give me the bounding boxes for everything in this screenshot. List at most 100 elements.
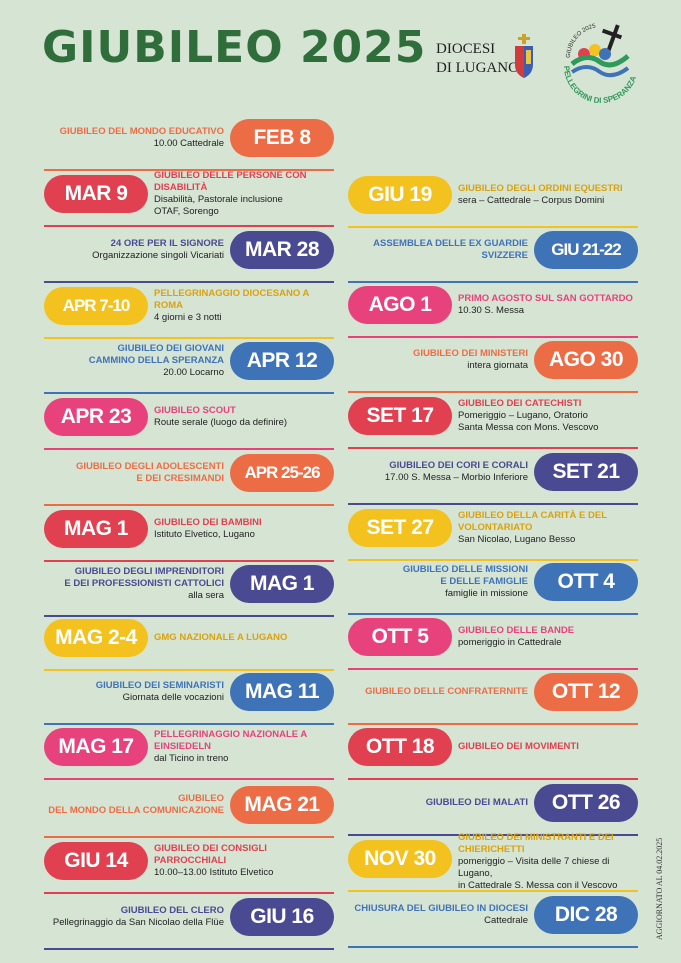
event-text: PELLEGRINAGGIO DIOCESANO A ROMA 4 giorni …	[154, 288, 334, 324]
event-text: GIUBILEO DEL CLERO Pellegrinaggio da San …	[44, 905, 224, 929]
event-title: GMG NAZIONALE A LUGANO	[154, 632, 288, 643]
event-date-pill: MAG 2-4	[44, 619, 148, 657]
event-title: GIUBILEO DEI MINISTERI	[412, 348, 528, 359]
event-title: PELLEGRINAGGIO DIOCESANO A ROMA	[154, 288, 310, 311]
event-divider	[44, 504, 334, 506]
event-date-pill: OTT 18	[348, 728, 452, 766]
event-title: GIUBILEO DEGLI IMPRENDITORI E DEI PROFES…	[64, 566, 224, 589]
event-item: SET 27 GIUBILEO DELLA CARITÀ E DEL VOLONT…	[348, 509, 638, 565]
event-date-pill: OTT 5	[348, 618, 452, 656]
event-item: APR 12 GIUBILEO DEI GIOVANI Cammino della…	[44, 342, 334, 398]
event-text: GIUBILEO DELLE PERSONE CON DISABILITÀ Dis…	[154, 170, 334, 218]
event-text: GIUBILEO SCOUT Route serale (luogo da def…	[154, 405, 334, 429]
event-divider	[348, 834, 638, 836]
diocese-crest-icon	[515, 34, 533, 78]
event-title: GIUBILEO DEI BAMBINI	[154, 517, 262, 528]
event-title: GIUBILEO DEL MONDO EDUCATIVO	[59, 126, 224, 137]
event-divider	[44, 337, 334, 339]
event-divider	[44, 778, 334, 780]
event-title: GIUBILEO DELLE MISSIONI E DELLE FAMIGLIE	[402, 564, 528, 587]
event-item: MAG 17 PELLEGRINAGGIO NAZIONALE A EINSIED…	[44, 728, 334, 784]
event-text: GIUBILEO DEI BAMBINI Istituto Elvetico, L…	[154, 517, 334, 541]
event-date-pill: MAR 9	[44, 175, 148, 213]
jubilee-logo: GIUBILEO 2025 PELLEGRINI DI SPERANZA	[562, 23, 638, 104]
event-divider	[348, 503, 638, 505]
diocesi-line-1: DIOCESI	[436, 41, 496, 57]
update-note: AGGIORNATO AL 04.02.2025	[655, 838, 664, 940]
event-item: MAG 21 GIUBILEO DEL MONDO DELLA COMUNICAZ…	[44, 786, 334, 842]
event-details: 10.30 S. Messa	[458, 305, 525, 316]
diocesi-line-2: DI LUGANO	[436, 60, 519, 76]
event-item: GIU 21-22 ASSEMBLEA DELLE EX GUARDIE SVIZ…	[348, 231, 638, 287]
event-divider	[348, 723, 638, 725]
event-text: ASSEMBLEA DELLE EX GUARDIE SVIZZERE	[348, 238, 528, 262]
event-date-pill: DIC 28	[534, 896, 638, 934]
event-item: MAG 11 GIUBILEO DEI SEMINARISTI Giornata d…	[44, 673, 334, 729]
event-date-pill: OTT 26	[534, 784, 638, 822]
event-divider	[348, 946, 638, 948]
diocesi-logo: DIOCESI DI LUGANO	[436, 40, 519, 78]
event-divider	[348, 336, 638, 338]
event-date-pill: APR 23	[44, 398, 148, 436]
event-date-pill: FEB 8	[230, 119, 334, 157]
event-text: PRIMO AGOSTO SUL SAN GOTTARDO 10.30 S. Me…	[458, 293, 638, 317]
event-divider	[44, 948, 334, 950]
event-details: Istituto Elvetico, Lugano	[154, 529, 255, 540]
update-note-text: AGGIORNATO AL 04.02.2025	[655, 838, 664, 940]
event-text: GIUBILEO DELLE BANDE pomeriggio in Catted…	[458, 625, 638, 649]
event-item: MAG 1 GIUBILEO DEI BAMBINI Istituto Elveti…	[44, 510, 334, 566]
event-item: APR 7-10 PELLEGRINAGGIO DIOCESANO A ROMA 4…	[44, 287, 334, 343]
event-text: GIUBILEO DEGLI IMPRENDITORI E DEI PROFES…	[44, 566, 224, 602]
event-title: GIUBILEO DELLE CONFRATERNITE	[365, 686, 528, 697]
event-text: GIUBILEO DELLE CONFRATERNITE	[348, 686, 528, 698]
event-title: GIUBILEO DELLE BANDE	[458, 625, 575, 636]
event-text: GMG NAZIONALE A LUGANO	[154, 632, 334, 644]
event-divider	[348, 391, 638, 393]
event-text: GIUBILEO DELLA CARITÀ E DEL VOLONTARIATO…	[458, 510, 638, 546]
event-date-pill: GIU 19	[348, 176, 452, 214]
event-divider	[44, 836, 334, 838]
event-item: GIU 14 GIUBILEO DEI CONSIGLI PARROCCHIALI…	[44, 842, 334, 898]
event-title: PRIMO AGOSTO SUL SAN GOTTARDO	[458, 293, 633, 304]
event-divider	[44, 615, 334, 617]
event-divider	[44, 669, 334, 671]
event-item: OTT 5 GIUBILEO DELLE BANDE pomeriggio in C…	[348, 618, 638, 674]
event-item: OTT 4 GIUBILEO DELLE MISSIONI E DELLE FAM…	[348, 563, 638, 619]
event-divider	[44, 892, 334, 894]
event-details: 20.00 Locarno	[163, 367, 224, 378]
event-date-pill: MAG 21	[230, 786, 334, 824]
event-divider	[348, 613, 638, 615]
event-details: intera giornata	[467, 360, 528, 371]
event-text: 24 ORE PER IL SIGNORE Organizzazione sing…	[44, 238, 224, 262]
event-title: GIUBILEO DEI SEMINARISTI	[95, 680, 224, 691]
event-divider	[44, 723, 334, 725]
event-date-pill: OTT 12	[534, 673, 638, 711]
event-details: Pellegrinaggio da San Nicolao della Flüe	[52, 917, 224, 928]
event-text: GIUBILEO DEGLI ORDINI EQUESTRI sera – Cat…	[458, 183, 638, 207]
event-details: dal Ticino in treno	[154, 753, 229, 764]
event-title: GIUBILEO DEL CLERO	[120, 905, 224, 916]
event-details: Organizzazione singoli Vicariati	[92, 250, 224, 261]
event-item: APR 25-26 GIUBILEO DEGLI ADOLESCENTI E DE…	[44, 454, 334, 510]
event-date-pill: OTT 4	[534, 563, 638, 601]
event-item: MAR 28 24 ORE PER IL SIGNORE Organizzazion…	[44, 231, 334, 287]
event-date-pill: APR 7-10	[44, 287, 148, 325]
event-date-pill: GIU 14	[44, 842, 148, 880]
event-item: SET 21 GIUBILEO DEI CORI E CORALI 17.00 S.…	[348, 453, 638, 509]
event-title: PELLEGRINAGGIO NAZIONALE A EINSIEDELN	[154, 729, 307, 752]
event-text: GIUBILEO DEI CATECHISTI Pomeriggio – Luga…	[458, 398, 638, 434]
event-date-pill: MAG 1	[230, 565, 334, 603]
event-text: GIUBILEO DEI MALATI	[348, 797, 528, 809]
event-divider	[348, 890, 638, 892]
event-details: Pomeriggio – Lugano, Oratorio Santa Mess…	[458, 410, 599, 433]
event-item: AGO 1 PRIMO AGOSTO SUL SAN GOTTARDO 10.30 …	[348, 286, 638, 342]
event-item: OTT 18 GIUBILEO DEI MOVIMENTI	[348, 728, 638, 784]
event-text: GIUBILEO DEI CORI E CORALI 17.00 S. Messa…	[348, 460, 528, 484]
event-details: sera – Cattedrale – Corpus Domini	[458, 195, 605, 206]
event-title: GIUBILEO DEI CATECHISTI	[458, 398, 582, 409]
event-divider	[348, 559, 638, 561]
event-item: MAG 2-4 GMG NAZIONALE A LUGANO	[44, 619, 334, 675]
event-details: San Nicolao, Lugano Besso	[458, 534, 576, 545]
event-title: GIUBILEO DELLE PERSONE CON DISABILITÀ	[154, 170, 307, 193]
event-item: GIU 19 GIUBILEO DEGLI ORDINI EQUESTRI sera…	[348, 176, 638, 232]
